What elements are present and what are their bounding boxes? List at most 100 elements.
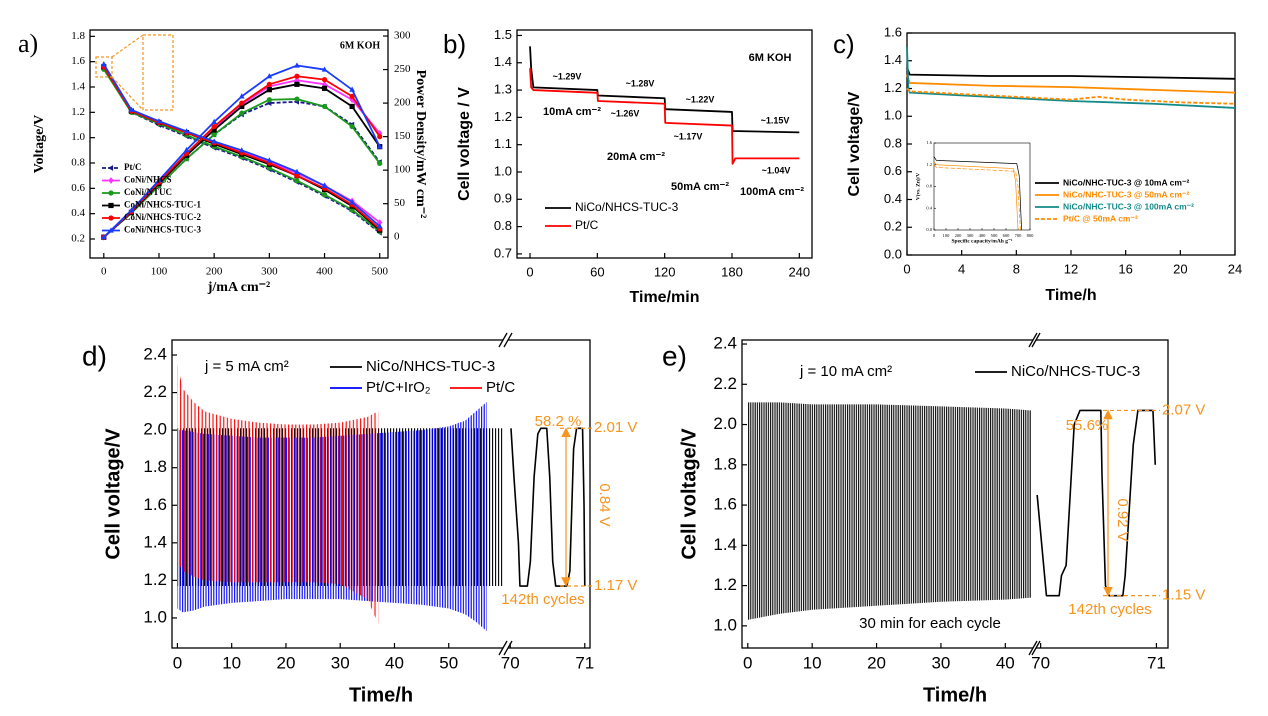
zoom-box bbox=[95, 56, 113, 78]
y-tick-label: 0.6 bbox=[71, 182, 85, 194]
x-tick-label: 70 bbox=[1031, 653, 1050, 672]
legend-label: NiCo/NHC-TUC-3 @ 50mA cm⁻² bbox=[1063, 189, 1189, 199]
y-tick-label: 1.4 bbox=[713, 535, 737, 554]
x-tick-label: 300 bbox=[967, 233, 975, 238]
x-tick-label: 500 bbox=[371, 266, 388, 278]
x-tick-label: 50 bbox=[439, 653, 458, 672]
x-tick-label: 0 bbox=[173, 653, 182, 672]
marker bbox=[239, 110, 245, 116]
annotation: 10mA cm⁻² bbox=[543, 106, 601, 118]
x-tick-label: 200 bbox=[955, 233, 963, 238]
x-tick-label: 24 bbox=[1228, 261, 1242, 276]
annotation: 30 min for each cycle bbox=[859, 615, 1001, 632]
annotation: 6M KOH bbox=[749, 52, 792, 64]
marker bbox=[349, 123, 355, 130]
marker bbox=[294, 96, 300, 102]
y-tick-label: 1.2 bbox=[884, 80, 902, 95]
x-tick-label: 400 bbox=[316, 266, 333, 278]
y-tick-label: 1.0 bbox=[143, 607, 167, 626]
marker bbox=[349, 93, 355, 99]
marker bbox=[349, 86, 355, 92]
y-tick-label: 0.8 bbox=[494, 218, 512, 233]
marker bbox=[294, 178, 300, 184]
y-tick-label: 0.4 bbox=[926, 205, 932, 210]
x-tick-label: 120 bbox=[654, 264, 676, 279]
x-tick-label: 0 bbox=[743, 653, 752, 672]
annotation: ~1.17V bbox=[674, 131, 703, 141]
legend-label: CoNi/NTUC bbox=[124, 187, 172, 197]
marker bbox=[294, 168, 300, 174]
y-tick-label: 1.4 bbox=[884, 52, 902, 67]
legend-label: Pt/C+IrO₂ bbox=[366, 379, 431, 396]
y-tick-label: 1.8 bbox=[71, 30, 85, 42]
y-tick-label: 1.0 bbox=[713, 615, 737, 634]
y-tick-label: 1.0 bbox=[71, 131, 85, 143]
y-tick-label: 0.4 bbox=[884, 191, 902, 206]
y-tick-label: 1.2 bbox=[713, 575, 737, 594]
y-tick-label: 1.2 bbox=[926, 162, 932, 167]
marker bbox=[211, 123, 217, 130]
annotation: 6M KOH bbox=[340, 40, 380, 51]
annotation: ~1.26V bbox=[611, 108, 640, 118]
x-tick-label: 180 bbox=[721, 264, 743, 279]
y-axis-title: Voltage/V bbox=[32, 115, 47, 174]
x-tick-label: 20 bbox=[276, 653, 295, 672]
y-tick-label: 0.2 bbox=[884, 219, 902, 234]
axis-break-mark bbox=[1031, 332, 1041, 348]
axis-break-mark bbox=[1028, 640, 1038, 656]
x-tick-label: 4 bbox=[958, 261, 965, 276]
annotation: 142th cycles bbox=[1068, 601, 1151, 618]
y-tick-label: 1.0 bbox=[494, 163, 512, 178]
voltage-line bbox=[529, 46, 800, 134]
y-tick-label: 1.2 bbox=[71, 106, 85, 118]
marker bbox=[349, 199, 355, 205]
y-tick-label: 0.6 bbox=[884, 163, 902, 178]
y-tick-label: 0.7 bbox=[494, 245, 512, 260]
x-axis-title: Time/h bbox=[1045, 287, 1096, 304]
x-tick-label: 240 bbox=[788, 264, 810, 279]
annotation: ~1.28V bbox=[626, 78, 655, 88]
reference-label: 2.07 V bbox=[1162, 401, 1205, 418]
marker bbox=[321, 103, 328, 110]
marker bbox=[100, 61, 107, 67]
voltage-line bbox=[906, 67, 1236, 80]
legend-marker bbox=[107, 165, 114, 171]
axis-break-gap bbox=[1033, 337, 1036, 343]
voltage-line bbox=[906, 46, 1236, 109]
marker bbox=[349, 103, 355, 110]
annotation: 100mA cm⁻² bbox=[740, 186, 804, 198]
x-tick-label: 16 bbox=[1118, 261, 1132, 276]
y-tick-label: 0.0 bbox=[884, 246, 902, 261]
x-axis-title: j/mA cm⁻² bbox=[207, 280, 271, 295]
y-tick-label: 1.8 bbox=[143, 457, 167, 476]
y-tick-label: 0.8 bbox=[884, 135, 902, 150]
annotation: 20mA cm⁻² bbox=[607, 151, 665, 163]
x-tick-label: 0 bbox=[903, 261, 910, 276]
reference-label: 2.01 V bbox=[594, 419, 637, 436]
axis-break-mark bbox=[1028, 332, 1038, 348]
x-tick-label: 300 bbox=[261, 266, 278, 278]
panel-label: e) bbox=[662, 340, 687, 371]
legend-label: NiCo/NHCS-TUC-3 bbox=[366, 358, 495, 375]
voltage-line bbox=[933, 164, 1021, 231]
legend-label: NiCo/NHC-TUC-3 @ 100mA cm⁻² bbox=[1063, 201, 1194, 211]
marker bbox=[376, 223, 383, 229]
y-axis-title: Cell voltage/V bbox=[678, 428, 700, 560]
zoom-box bbox=[142, 34, 174, 111]
marker bbox=[266, 97, 272, 103]
y2-tick-label: 150 bbox=[394, 130, 411, 142]
y-tick-label: 0.8 bbox=[71, 157, 85, 169]
marker bbox=[294, 62, 300, 68]
y-tick-label: 2.2 bbox=[713, 374, 737, 393]
annotation: j = 5 mA cm² bbox=[204, 358, 289, 375]
x-axis-title: Time/min bbox=[630, 289, 700, 306]
y-tick-label: 1.6 bbox=[71, 55, 85, 67]
y-axis-title: Cell voltage / V bbox=[456, 87, 473, 201]
legend-label: NiCo/NHC-TUC-3 @ 10mA cm⁻² bbox=[1063, 177, 1189, 187]
x-tick-label: 500 bbox=[991, 233, 999, 238]
panel-label: d) bbox=[82, 340, 107, 371]
y-tick-label: 1.5 bbox=[494, 27, 512, 42]
marker bbox=[266, 157, 273, 163]
cycle-line bbox=[510, 427, 586, 587]
y-tick-label: 1.6 bbox=[713, 495, 737, 514]
